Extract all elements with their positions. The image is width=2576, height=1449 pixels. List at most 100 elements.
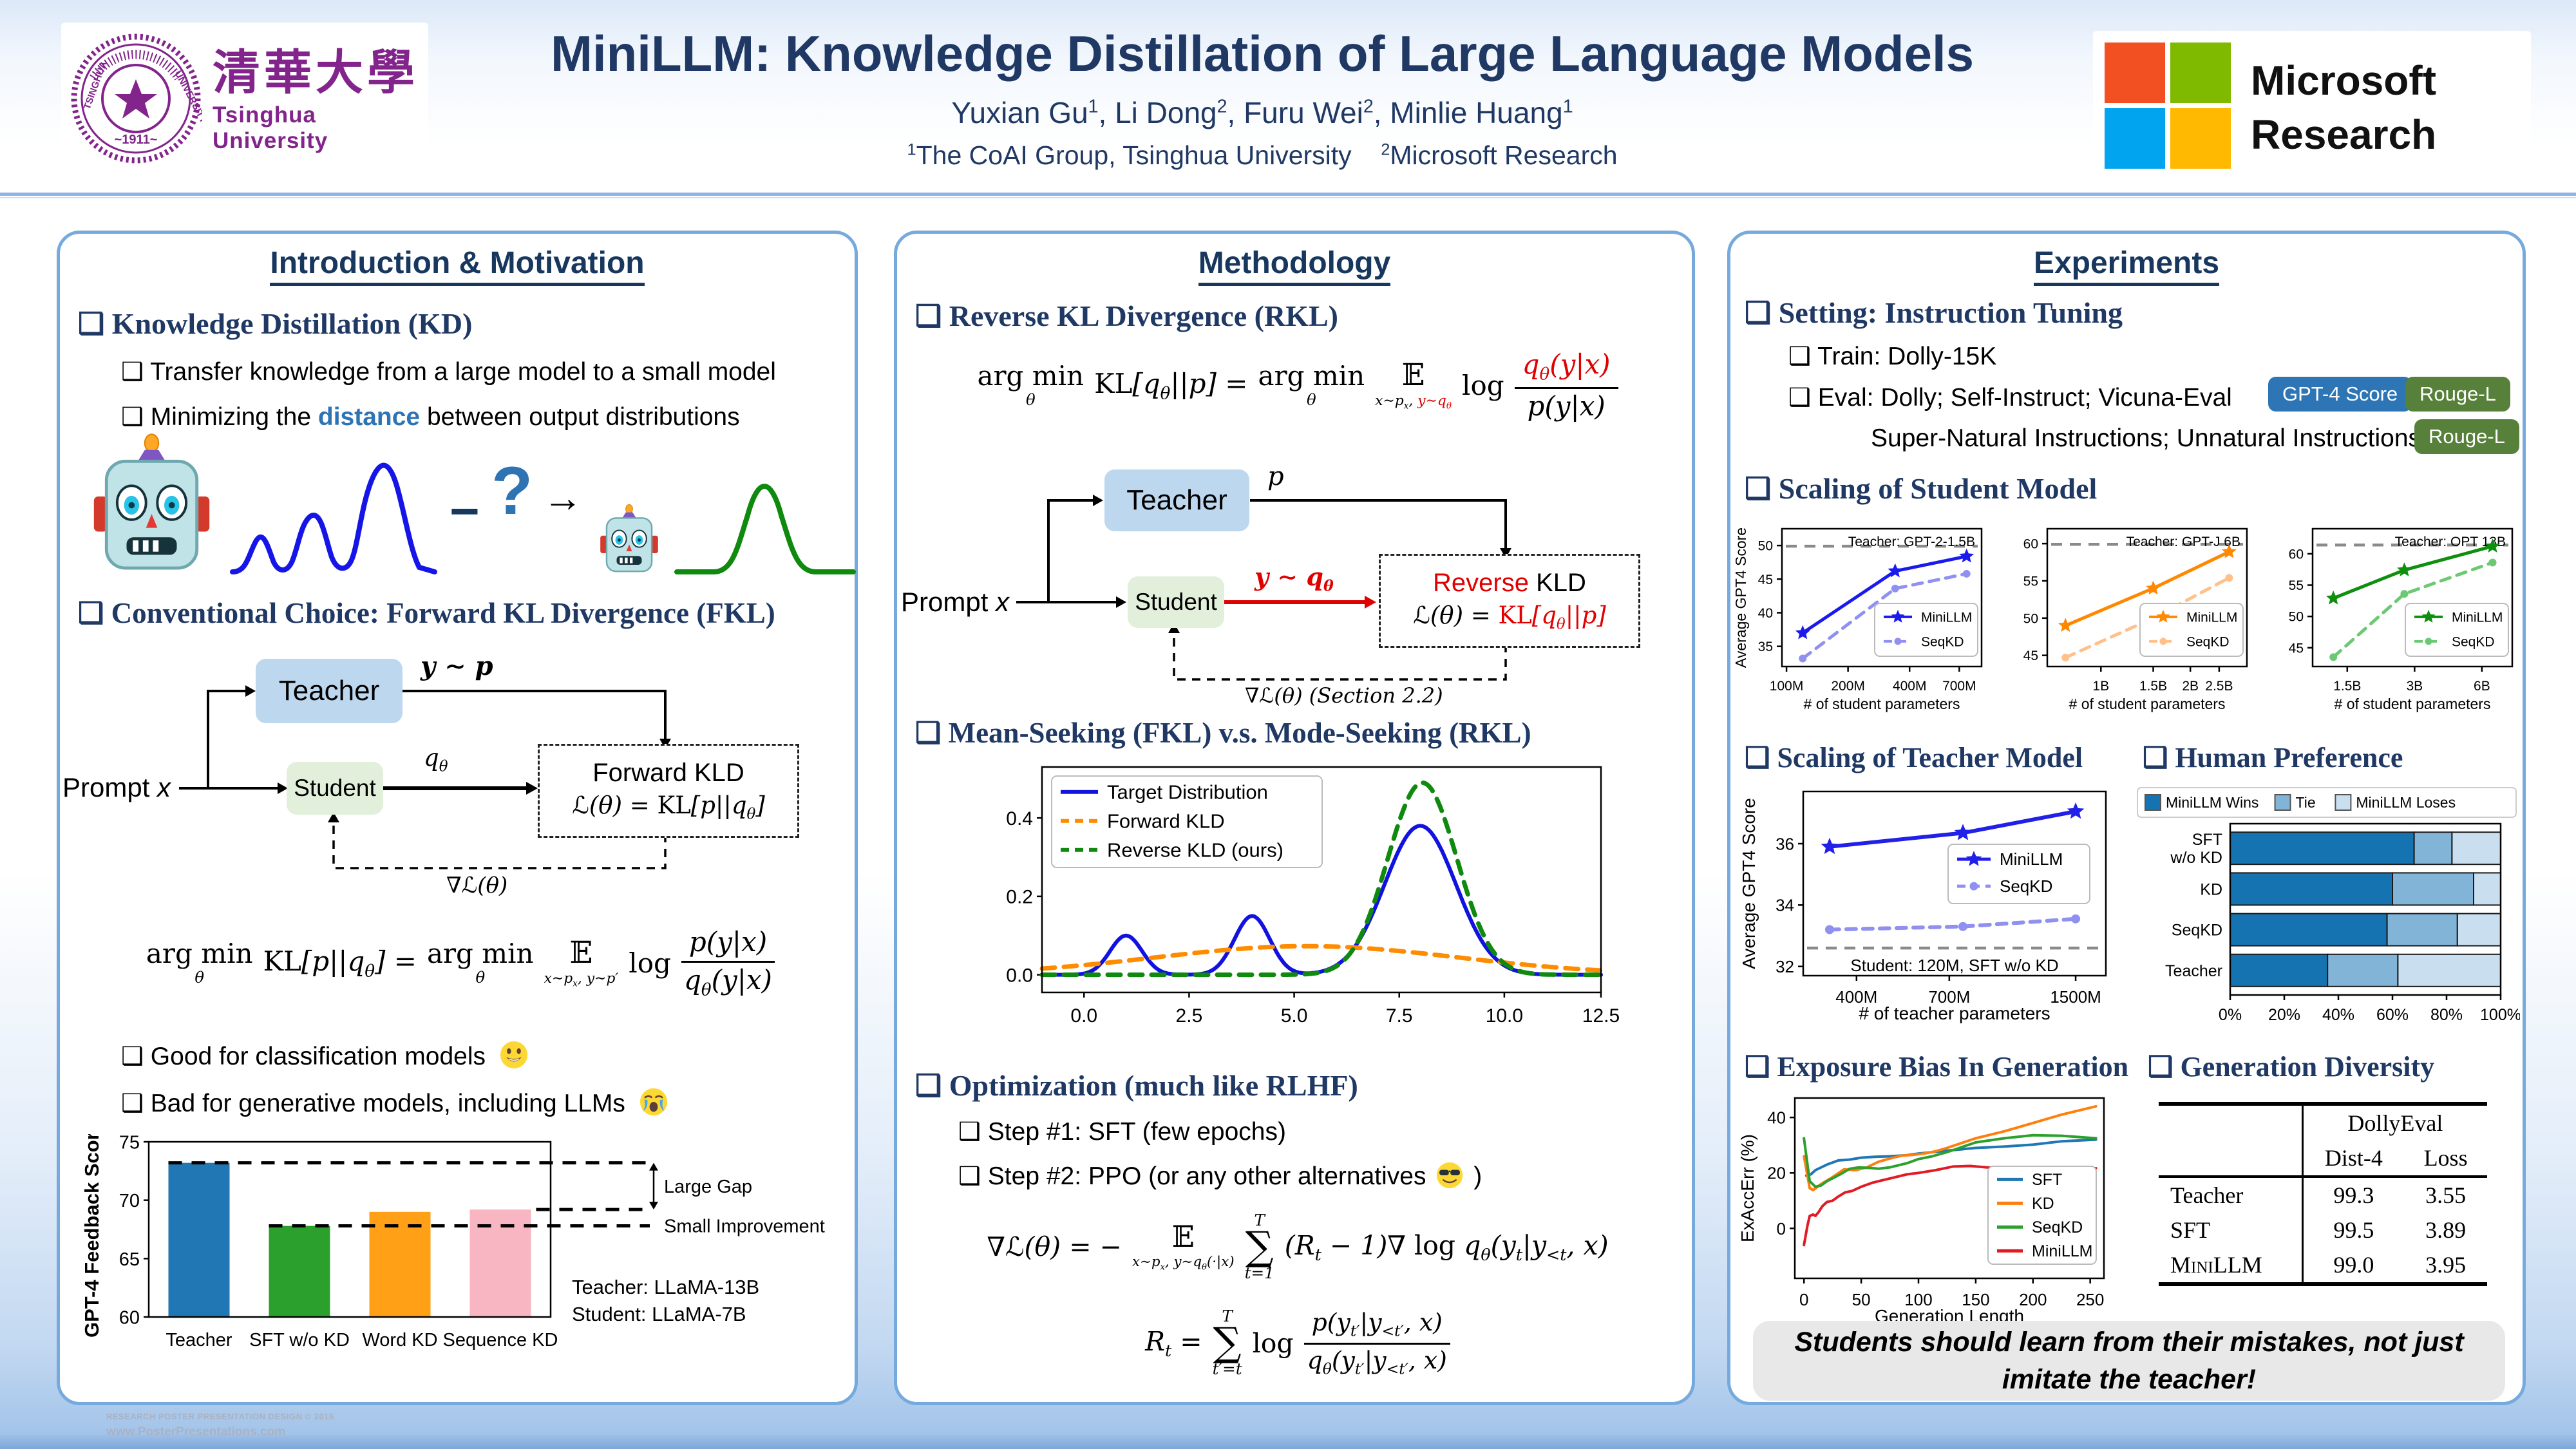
minus-sign: − [450, 482, 480, 540]
svg-text:50: 50 [1852, 1290, 1871, 1309]
fkl-kld-formula: ℒ(θ) = KL[p||qθ] [572, 791, 765, 823]
svg-text:250: 250 [2076, 1290, 2104, 1309]
rkl-gradient-label: ∇ℒ(θ) (Section 2.2) [1245, 683, 1443, 708]
svg-text:40: 40 [1767, 1108, 1786, 1128]
svg-text:KD: KD [2200, 880, 2222, 898]
table-col-dist4: Dist-4 [2301, 1141, 2405, 1178]
seal-year: ~1911~ [115, 133, 158, 147]
svg-text:MiniLLM: MiniLLM [2032, 1242, 2092, 1260]
svg-text:0%: 0% [2219, 1006, 2242, 1024]
table-col-loss: Loss [2404, 1141, 2487, 1178]
svg-text:KD: KD [2032, 1195, 2054, 1213]
svg-text:50: 50 [1758, 539, 1773, 554]
svg-text:7.5: 7.5 [1386, 1005, 1413, 1027]
student-scaling-gptj-chart: 45 50 55 60 1B 1.5B 2B 2.5B # of student paramet… [2023, 527, 2248, 712]
svg-text:100M: 100M [1770, 679, 1804, 694]
student-scaling-heading: ❑ Scaling of Student Model [1745, 472, 2098, 505]
svg-text:20%: 20% [2268, 1006, 2300, 1024]
svg-text:36: 36 [1776, 834, 1794, 853]
svg-text:32: 32 [1776, 957, 1794, 976]
svg-text:0: 0 [1799, 1290, 1808, 1309]
svg-text:2B: 2B [2182, 679, 2199, 694]
unimodal-distribution-curve [674, 484, 856, 574]
svg-text:MiniLLM: MiniLLM [2186, 610, 2237, 625]
microsoft-text-2: Research [2251, 111, 2437, 158]
arrow-glyph: → [543, 476, 583, 520]
gpt4-score-badge: GPT-4 Score [2268, 377, 2412, 412]
svg-text:w/o KD: w/o KD [2170, 849, 2222, 867]
svg-text:2.5: 2.5 [1176, 1005, 1203, 1027]
mode-seeking-chart: 0.0 0.2 0.4 0.0 2.5 5.0 7.5 10.0 12.5 Target Dist… [1006, 766, 1620, 1027]
svg-text:70: 70 [119, 1191, 140, 1211]
footer-band [0, 1435, 2576, 1449]
student-scaling-opt-chart: 45 50 55 60 1.5B 3B 6B # of student parameters T… [2289, 527, 2514, 712]
table-row: MiniLLM 99.0 3.95 [2159, 1247, 2487, 1286]
column-experiments: Experiments ❑ Setting: Instruction Tunin… [1727, 231, 2526, 1405]
affiliations: 1The CoAI Group, Tsinghua University 2Mi… [907, 140, 1618, 170]
svg-text:80%: 80% [2430, 1006, 2463, 1024]
generation-diversity-table: DollyEval Dist-4 Loss Teacher 99.3 3.55 … [2159, 1102, 2487, 1286]
human-preference-heading: ❑ Human Preference [2143, 742, 2403, 773]
svg-text:# of student parameters: # of student parameters [2069, 696, 2226, 712]
teacher-scaling-heading: ❑ Scaling of Teacher Model [1745, 742, 2083, 773]
rouge-l-badge-1: Rouge-L [2405, 377, 2510, 412]
rouge-l-badge-2: Rouge-L [2414, 419, 2519, 454]
svg-text:400M: 400M [1835, 987, 1877, 1007]
methodology-title: Methodology [897, 245, 1692, 286]
rkl-diagram: Teacher Student p y ∼ qθ Prompt x Revers… [897, 460, 1698, 708]
svg-text:1.5B: 1.5B [2333, 679, 2361, 694]
eval-point-2: Super-Natural Instructions; Unnatural In… [1871, 424, 2421, 452]
svg-text:Reverse KLD (ours): Reverse KLD (ours) [1107, 839, 1283, 862]
svg-text:45: 45 [1758, 573, 1773, 587]
microsoft-research-logo: Microsoft Research [2093, 31, 2531, 179]
table-row: Teacher 99.3 3.55 [2159, 1177, 2487, 1213]
student-robot-icon [600, 504, 658, 573]
svg-text:2.5B: 2.5B [2205, 679, 2233, 694]
generation-diversity-heading: ❑ Generation Diversity [2148, 1051, 2435, 1083]
fkl-kld-title: Forward KLD [592, 759, 744, 788]
svg-text:100%: 100% [2480, 1006, 2520, 1024]
kd-point-2: ❑ Minimizing the distance between output… [121, 403, 740, 431]
authors: Yuxian Gu1, Li Dong2, Furu Wei2, Minlie … [951, 96, 1573, 129]
svg-text:Average GPT4 Score: Average GPT4 Score [1739, 798, 1759, 969]
svg-text:0.0: 0.0 [1070, 1005, 1097, 1027]
student-scaling-gpt2-chart: 35 40 45 50 100M 200M 400M 700M # of student par… [1736, 527, 1983, 712]
svg-text:0: 0 [1777, 1219, 1786, 1238]
svg-text:35: 35 [1758, 639, 1773, 654]
poster-title: MiniLLM: Knowledge Distillation of Large… [550, 25, 1974, 82]
svg-text:50: 50 [2023, 611, 2038, 626]
svg-text:50: 50 [2289, 610, 2304, 625]
step-1: ❑ Step #1: SFT (few epochs) [958, 1118, 1286, 1146]
eval-point: ❑ Eval: Dolly; Self-Instruct; Vicuna-Eva… [1788, 384, 2232, 412]
svg-text:700M: 700M [1928, 987, 1970, 1007]
svg-text:100: 100 [1904, 1290, 1932, 1309]
svg-text:Sequence KD: Sequence KD [443, 1330, 558, 1350]
svg-text:SeqKD: SeqKD [2452, 634, 2495, 649]
sunglasses-emoji-icon [1437, 1162, 1463, 1189]
tsinghua-seal-icon: ~1911~ TSINGHUA UNIVERSITY [71, 33, 202, 164]
svg-text:0.4: 0.4 [1006, 808, 1033, 829]
svg-text:75: 75 [119, 1134, 140, 1153]
reward-formula: Rt = T ∑ t′=t log p(yt′|y<t′, x) qθ(yt′|y<t… [897, 1308, 1698, 1378]
conclusion-box: Students should learn from their mistake… [1753, 1321, 2505, 1401]
optimization-heading: ❑ Optimization (much like RLHF) [915, 1069, 1358, 1102]
table-group-header: DollyEval [2301, 1102, 2487, 1141]
svg-text:Word KD: Word KD [362, 1330, 437, 1350]
experiments-title: Experiments [1730, 245, 2523, 286]
svg-text:SeqKD: SeqKD [2172, 922, 2222, 940]
rkl-kld-title: Reverse KLD [1433, 569, 1586, 598]
svg-text:60: 60 [2289, 547, 2304, 562]
svg-text:MiniLLM: MiniLLM [1921, 610, 1972, 625]
svg-text:SeqKD: SeqKD [2032, 1218, 2083, 1236]
svg-text:1B: 1B [2092, 679, 2109, 694]
svg-text:65: 65 [119, 1249, 140, 1270]
tsinghua-name-en: Tsinghua University [213, 102, 328, 153]
svg-text:6B: 6B [2474, 679, 2490, 694]
svg-text:SeqKD: SeqKD [2186, 634, 2230, 649]
microsoft-logo-icon [2105, 43, 2231, 169]
column-introduction: Introduction & Motivation ❑ Knowledge Di… [57, 231, 858, 1405]
svg-text:Large Gap: Large Gap [664, 1177, 752, 1197]
